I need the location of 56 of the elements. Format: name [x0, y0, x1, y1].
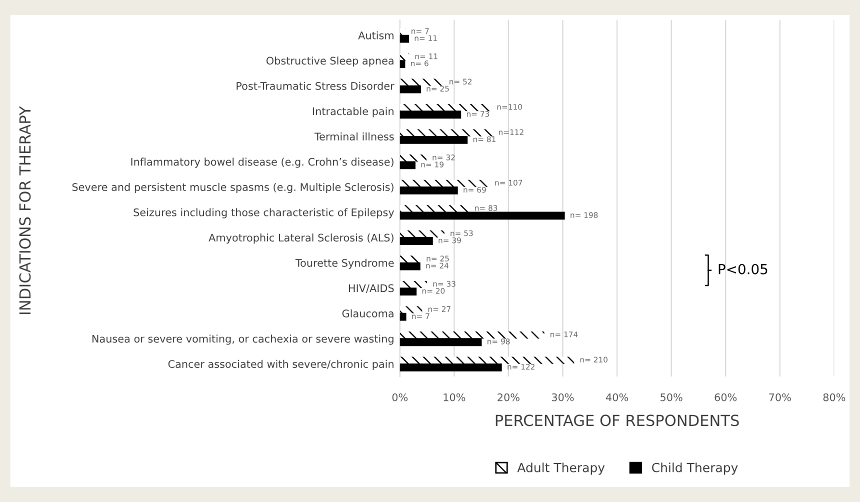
- x-tick-label: 70%: [769, 393, 791, 402]
- bar: [400, 306, 422, 314]
- y-tick-label: Terminal illness: [314, 132, 394, 140]
- bar: [400, 34, 410, 43]
- bar: [400, 338, 482, 346]
- x-tick-label: 60%: [714, 393, 737, 402]
- bar: [400, 161, 416, 170]
- bar: [400, 136, 468, 144]
- x-tick-label: 30%: [552, 393, 574, 402]
- x-tick-label: 50%: [660, 393, 682, 402]
- bar: [400, 280, 428, 288]
- bar: [400, 104, 492, 112]
- bar: [400, 186, 458, 194]
- legend-label: Child Therapy: [652, 462, 738, 475]
- bar: [400, 262, 420, 270]
- x-axis-title: PERCENTAGE OF RESPONDENTS: [496, 414, 739, 426]
- bar: [400, 78, 444, 86]
- y-tick-label: Nausea or severe vomiting, or cachexia or severe wasting: [92, 334, 394, 345]
- y-tick-label: Obstructive Sleep apnea: [266, 56, 394, 67]
- bar: [400, 85, 421, 94]
- y-axis-title: INDICATIONS FOR THERAPY: [19, 106, 31, 314]
- bar: [400, 256, 421, 263]
- bar: [400, 28, 406, 36]
- y-tick-label: Tourette Syndrome: [295, 258, 394, 269]
- x-tick-label: 20%: [498, 393, 520, 402]
- bar: [400, 288, 417, 296]
- y-tick-label: Cancer associated with severe/chronic pain: [168, 360, 394, 370]
- y-tick-label: Amyotrophic Lateral Sclerosis (ALS): [208, 234, 394, 244]
- legend-label: Adult Therapy: [517, 462, 605, 475]
- bar: [400, 53, 410, 61]
- y-tick-label: Post-Traumatic Stress Disorder: [236, 82, 394, 90]
- bar: [400, 230, 444, 238]
- bar: [400, 237, 433, 245]
- bar: [400, 129, 493, 136]
- x-tick-label: 0%: [392, 393, 408, 402]
- y-tick-label: Inflammatory bowel disease (e.g. Crohn’s disease): [131, 158, 394, 168]
- y-tick-label: Severe and persistent muscle spasms (e.g. Multiple Sclerosis): [72, 182, 394, 194]
- y-tick-label: Autism: [358, 31, 394, 40]
- bar: [400, 332, 544, 339]
- y-tick-label: Glaucoma: [342, 309, 394, 318]
- bar: [400, 180, 489, 187]
- bar: [400, 60, 406, 68]
- x-tick-label: 80%: [823, 393, 846, 402]
- bar: [400, 356, 574, 364]
- annotation: P<0.05: [718, 264, 768, 274]
- y-tick-label: HIV/AIDS: [348, 284, 394, 293]
- bar: [400, 363, 502, 372]
- x-tick-label: 40%: [606, 393, 628, 402]
- bar: [400, 205, 469, 212]
- bar: [400, 154, 426, 162]
- bar: [400, 312, 406, 321]
- y-tick-label: Intractable pain: [313, 107, 394, 118]
- y-tick-label: Seizures including those characteristic of Epilepsy: [134, 208, 394, 218]
- x-tick-label: 10%: [444, 393, 466, 402]
- bar: [400, 110, 462, 119]
- bar: [400, 212, 565, 220]
